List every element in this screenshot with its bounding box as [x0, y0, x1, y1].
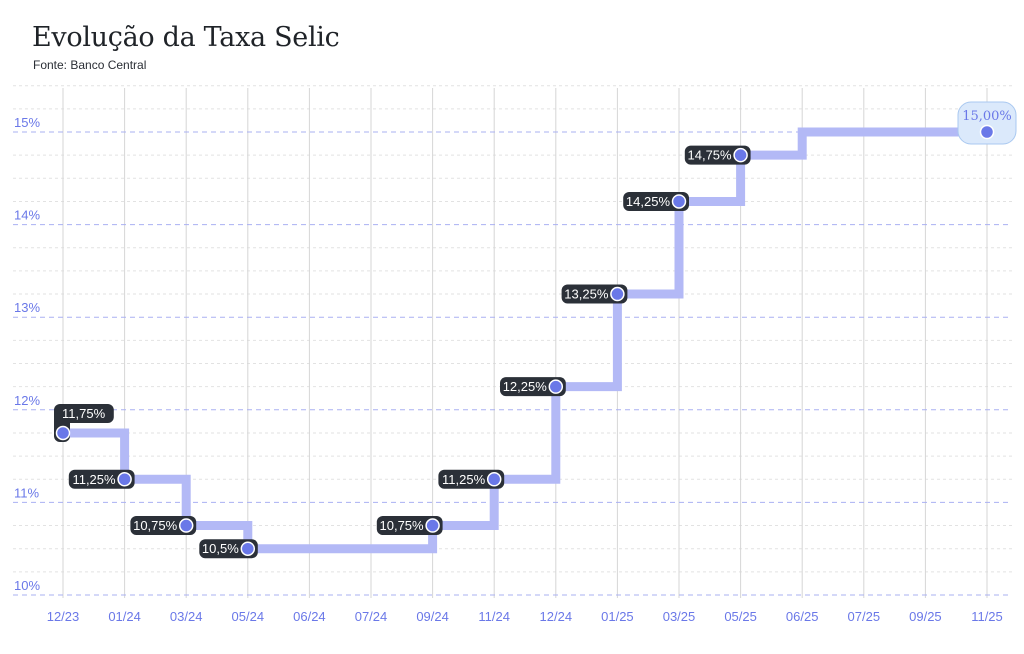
last-value-label: 15,00%	[962, 109, 1012, 124]
y-tick-label: 15%	[14, 115, 40, 130]
data-point	[425, 518, 440, 533]
y-tick-label: 10%	[14, 578, 40, 593]
x-tick-label: 01/24	[108, 609, 141, 624]
data-point	[548, 379, 564, 394]
data-point	[610, 286, 625, 302]
x-tick-label: 05/25	[724, 609, 757, 624]
data-label: 11,75%	[62, 406, 106, 421]
y-tick-label: 11%	[14, 485, 39, 500]
data-point	[117, 472, 132, 487]
last-value-badge	[957, 101, 1017, 145]
data-label-bg	[500, 377, 566, 397]
data-label-bg	[130, 516, 197, 536]
chart-title: Evolução da Taxa Selic	[32, 22, 340, 53]
data-point	[240, 541, 256, 556]
chart-subtitle: Fonte: Banco Central	[33, 58, 147, 72]
data-label: 13,25%	[564, 287, 609, 302]
data-label: 11,25%	[442, 472, 486, 487]
data-label: 14,75%	[688, 148, 733, 163]
data-label: 10,75%	[133, 518, 178, 533]
data-label-bg	[438, 469, 505, 489]
x-tick-label: 05/24	[232, 609, 265, 624]
x-tick-label: 06/25	[786, 609, 819, 624]
x-tick-label: 06/24	[293, 609, 326, 624]
x-tick-label: 12/24	[540, 609, 573, 624]
x-tick-label: 12/23	[47, 609, 80, 624]
data-label-bg	[376, 516, 443, 536]
x-tick-label: 09/24	[416, 609, 449, 624]
data-label-bg	[684, 145, 751, 165]
data-label: 10,5%	[202, 541, 239, 556]
x-tick-label: 09/25	[909, 609, 942, 624]
y-tick-label: 13%	[14, 300, 40, 315]
series-step-line	[63, 127, 987, 554]
x-tick-label: 03/24	[170, 609, 203, 624]
x-tick-label: 01/25	[601, 609, 634, 624]
data-label: 12,25%	[503, 379, 548, 394]
x-tick-label: 07/25	[848, 609, 881, 624]
data-point	[55, 425, 71, 441]
x-tick-label: 03/25	[663, 609, 696, 624]
data-label: 10,75%	[380, 518, 425, 533]
data-label-bg	[561, 284, 628, 304]
data-label: 14,25%	[626, 194, 671, 209]
data-label-bg	[68, 469, 135, 489]
data-point	[671, 194, 687, 209]
data-label: 11,25%	[72, 472, 116, 487]
y-tick-label: 12%	[14, 393, 40, 408]
data-label-bg	[623, 191, 689, 211]
x-tick-label: 07/24	[355, 609, 388, 624]
y-tick-label: 14%	[14, 208, 40, 223]
x-tick-label: 11/24	[478, 609, 510, 624]
data-point	[979, 124, 995, 140]
data-point	[486, 472, 502, 487]
x-tick-label: 11/25	[971, 609, 1003, 624]
data-point	[733, 147, 748, 163]
data-point	[178, 518, 194, 533]
